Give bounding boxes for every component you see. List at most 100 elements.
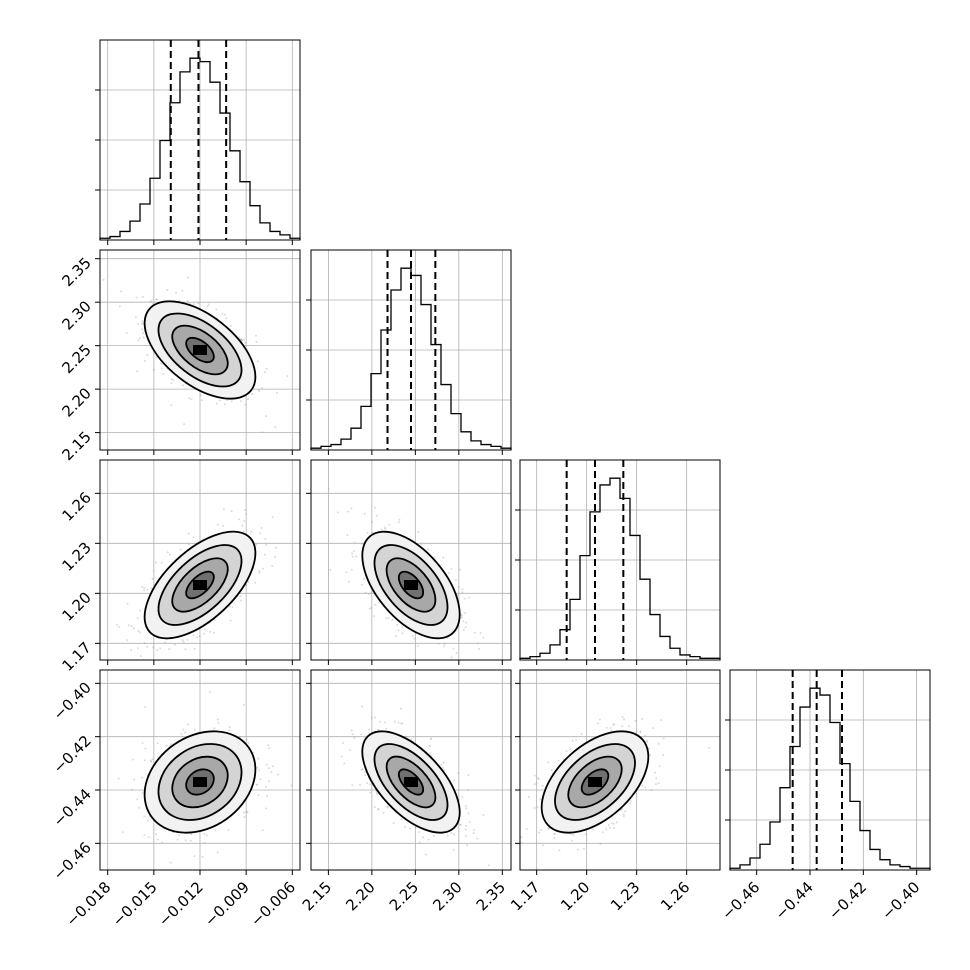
sample-point	[462, 620, 465, 623]
sample-point	[152, 646, 155, 649]
sample-point	[582, 847, 585, 850]
sample-point	[263, 371, 266, 374]
sample-point	[258, 390, 261, 393]
sample-point	[179, 548, 182, 551]
sample-point	[468, 596, 471, 599]
sample-point	[213, 727, 216, 730]
sample-point	[131, 788, 133, 791]
sample-point	[186, 300, 189, 302]
sample-point	[377, 808, 380, 811]
sample-point	[274, 556, 277, 559]
sample-point	[141, 586, 144, 589]
panel-frame	[99, 39, 301, 241]
sample-point	[441, 766, 444, 769]
sample-point	[650, 789, 653, 792]
sample-point	[161, 367, 163, 370]
sample-point	[141, 295, 144, 298]
sample-point	[571, 739, 574, 742]
sample-point	[244, 509, 247, 511]
x-tick-label: −0.42	[825, 878, 870, 923]
sample-point	[417, 531, 420, 533]
sample-point	[178, 299, 181, 302]
sample-point	[228, 729, 231, 732]
sample-point	[450, 832, 453, 835]
sample-point	[242, 811, 245, 814]
sample-point	[384, 721, 387, 724]
sample-point	[137, 647, 139, 650]
sample-point	[187, 532, 190, 535]
sample-point	[146, 819, 149, 822]
sample-point	[130, 625, 133, 628]
sample-point	[137, 323, 140, 326]
sample-point	[118, 625, 121, 628]
sample-point	[136, 798, 139, 801]
sample-point	[350, 568, 353, 571]
sample-point	[350, 507, 353, 510]
sample-point	[353, 736, 356, 739]
sample-point	[345, 571, 348, 574]
sample-point	[557, 759, 560, 762]
sample-point	[575, 739, 578, 742]
sample-point	[455, 652, 458, 655]
sample-point	[461, 796, 464, 798]
sample-point	[140, 776, 143, 779]
sample-point	[270, 771, 273, 773]
sample-point	[440, 763, 443, 766]
sample-point	[553, 833, 556, 835]
sample-point	[360, 768, 363, 771]
density-contour	[373, 544, 449, 626]
sample-point	[271, 516, 274, 519]
sample-point	[223, 313, 226, 316]
sample-point	[192, 536, 195, 539]
sample-point	[452, 848, 455, 851]
sample-point	[387, 617, 390, 619]
density-contour	[554, 743, 636, 821]
sample-point	[615, 821, 618, 824]
sample-point	[143, 815, 146, 818]
sample-point	[197, 302, 200, 305]
sample-point	[263, 553, 266, 556]
sample-point	[473, 631, 476, 634]
sample-point	[351, 555, 354, 558]
sample-point	[120, 290, 123, 293]
sample-point	[209, 690, 212, 693]
sample-point	[520, 841, 523, 844]
density-contour	[143, 300, 257, 400]
sample-point	[256, 766, 259, 769]
x-tick-label: 1.23	[607, 878, 643, 914]
sample-point	[184, 839, 187, 842]
sample-point	[182, 384, 185, 387]
sample-point	[386, 805, 389, 808]
sample-point	[138, 337, 141, 340]
sample-point	[400, 722, 403, 725]
sample-point	[397, 629, 400, 632]
sample-point	[472, 832, 475, 835]
sample-point	[141, 792, 144, 794]
sample-point	[143, 586, 146, 589]
histogram-line	[99, 57, 301, 240]
sample-point	[170, 378, 173, 381]
sample-point	[622, 813, 625, 816]
sample-point	[150, 760, 153, 763]
sample-point	[417, 645, 420, 648]
sample-point	[209, 630, 212, 633]
sample-point	[118, 305, 121, 308]
sample-point	[658, 765, 661, 768]
sample-point	[266, 794, 269, 797]
x-tick-label: −0.012	[155, 878, 207, 930]
sample-point	[550, 769, 553, 772]
sample-point	[627, 725, 630, 728]
sample-point	[204, 628, 207, 631]
sample-point	[652, 727, 654, 730]
sample-point	[267, 744, 270, 747]
sample-point	[193, 647, 196, 650]
sample-point	[126, 639, 128, 642]
sample-point	[591, 828, 594, 831]
x-tick-label: −0.015	[109, 878, 161, 930]
sample-point	[150, 587, 153, 590]
sample-point	[244, 341, 247, 344]
sample-point	[370, 591, 373, 594]
sample-point	[487, 864, 490, 867]
sample-point	[156, 742, 159, 745]
sample-point	[540, 829, 543, 832]
